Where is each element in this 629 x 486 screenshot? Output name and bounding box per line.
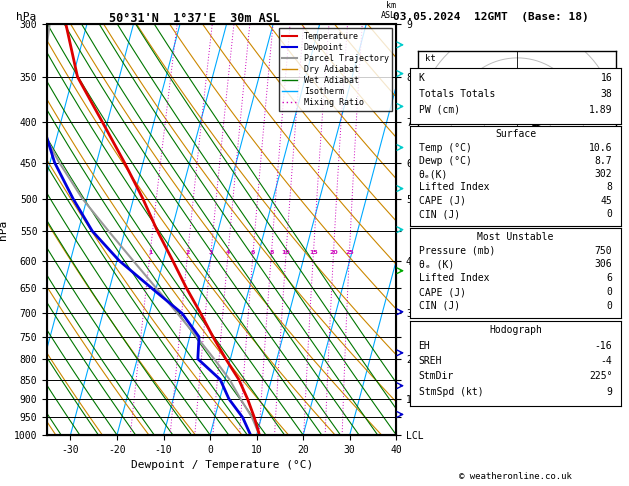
Text: 8: 8	[269, 250, 274, 255]
Text: 0: 0	[606, 209, 613, 219]
Text: 16: 16	[601, 72, 613, 83]
Text: Surface: Surface	[495, 129, 536, 139]
Text: 0: 0	[606, 287, 613, 297]
Text: 8: 8	[606, 182, 613, 192]
Text: Temp (°C): Temp (°C)	[418, 142, 471, 153]
X-axis label: Dewpoint / Temperature (°C): Dewpoint / Temperature (°C)	[131, 460, 313, 470]
Text: Most Unstable: Most Unstable	[477, 232, 554, 242]
Text: 2: 2	[186, 250, 190, 255]
Text: CAPE (J): CAPE (J)	[418, 287, 465, 297]
Text: CAPE (J): CAPE (J)	[418, 196, 465, 206]
Text: -4: -4	[601, 356, 613, 366]
Text: -16: -16	[595, 341, 613, 350]
Legend: Temperature, Dewpoint, Parcel Trajectory, Dry Adiabat, Wet Adiabat, Isotherm, Mi: Temperature, Dewpoint, Parcel Trajectory…	[279, 29, 392, 111]
Text: 50°31'N  1°37'E  30m ASL: 50°31'N 1°37'E 30m ASL	[109, 12, 281, 25]
Text: 38: 38	[601, 88, 613, 99]
Text: SREH: SREH	[418, 356, 442, 366]
Text: 750: 750	[595, 245, 613, 256]
Text: PW (cm): PW (cm)	[418, 104, 460, 115]
Text: 1: 1	[148, 250, 152, 255]
Text: 302: 302	[595, 169, 613, 179]
Text: 45: 45	[601, 196, 613, 206]
Text: 0: 0	[606, 301, 613, 311]
Text: 6: 6	[251, 250, 255, 255]
Text: Totals Totals: Totals Totals	[418, 88, 495, 99]
Text: 9: 9	[606, 387, 613, 397]
Text: 10.6: 10.6	[589, 142, 613, 153]
Text: 15: 15	[309, 250, 318, 255]
Text: EH: EH	[418, 341, 430, 350]
Text: 306: 306	[595, 260, 613, 269]
Text: CIN (J): CIN (J)	[418, 301, 460, 311]
Text: 3: 3	[209, 250, 213, 255]
Text: Hodograph: Hodograph	[489, 325, 542, 335]
Text: θₑ (K): θₑ (K)	[418, 260, 454, 269]
Text: 4: 4	[226, 250, 230, 255]
Text: 1.89: 1.89	[589, 104, 613, 115]
Text: 25: 25	[345, 250, 354, 255]
Text: hPa: hPa	[16, 12, 36, 22]
Text: StmSpd (kt): StmSpd (kt)	[418, 387, 483, 397]
Text: Lifted Index: Lifted Index	[418, 273, 489, 283]
Text: K: K	[418, 72, 425, 83]
Text: 8.7: 8.7	[595, 156, 613, 166]
Text: Dewp (°C): Dewp (°C)	[418, 156, 471, 166]
Text: 10: 10	[282, 250, 291, 255]
Text: Lifted Index: Lifted Index	[418, 182, 489, 192]
Y-axis label: hPa: hPa	[0, 220, 8, 240]
Text: © weatheronline.co.uk: © weatheronline.co.uk	[459, 472, 572, 481]
Text: Pressure (mb): Pressure (mb)	[418, 245, 495, 256]
Text: 6: 6	[606, 273, 613, 283]
Text: θₑ(K): θₑ(K)	[418, 169, 448, 179]
Text: 225°: 225°	[589, 371, 613, 382]
Text: kt: kt	[425, 54, 436, 63]
Text: StmDir: StmDir	[418, 371, 454, 382]
Text: 03.05.2024  12GMT  (Base: 18): 03.05.2024 12GMT (Base: 18)	[392, 12, 589, 22]
Text: CIN (J): CIN (J)	[418, 209, 460, 219]
Text: 20: 20	[329, 250, 338, 255]
Text: km
ASL: km ASL	[381, 1, 396, 20]
